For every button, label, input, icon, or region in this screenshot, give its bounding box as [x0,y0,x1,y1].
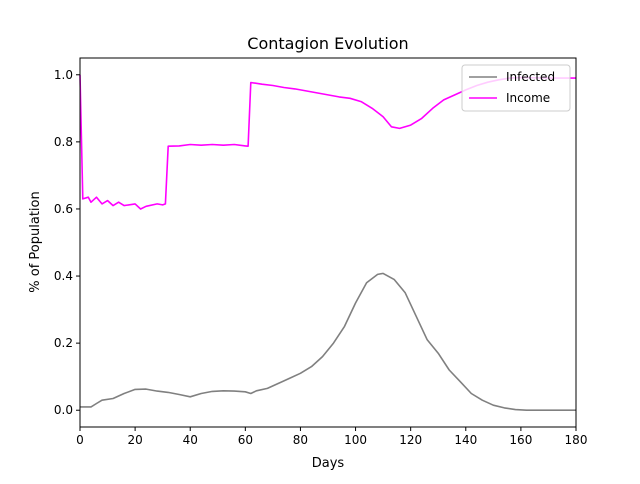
y-axis-ticks: 0.0 0.2 0.4 0.6 0.8 1.0 [54,68,80,417]
x-axis-label: Days [312,456,345,471]
y-tick-label: 1.0 [54,68,73,82]
y-tick-label: 0.2 [54,336,73,350]
legend-label-income: Income [506,91,550,105]
x-tick-label: 60 [238,433,253,447]
x-axis-ticks: 0 20 40 60 80 100 120 140 160 180 [76,427,587,447]
y-tick-label: 0.8 [54,135,73,149]
x-tick-label: 160 [509,433,532,447]
plot-lines [79,74,576,411]
plot-frame [79,57,577,428]
legend: Infected Income [461,64,571,112]
x-tick-label: 140 [454,433,477,447]
x-tick-label: 180 [565,433,588,447]
x-tick-label: 40 [183,433,198,447]
legend-label-infected: Infected [506,70,555,84]
x-tick-label: 0 [76,433,84,447]
x-tick-label: 80 [293,433,308,447]
x-tick-label: 20 [127,433,142,447]
x-tick-label: 100 [344,433,367,447]
series-line-infected [80,272,576,411]
y-tick-label: 0.6 [54,202,73,216]
chart-title: Contagion Evolution [247,34,408,53]
y-tick-label: 0.0 [54,403,73,417]
series-line-income [79,74,576,210]
y-axis-label: % of Population [28,191,43,292]
y-tick-label: 0.4 [54,269,73,283]
x-tick-label: 120 [399,433,422,447]
